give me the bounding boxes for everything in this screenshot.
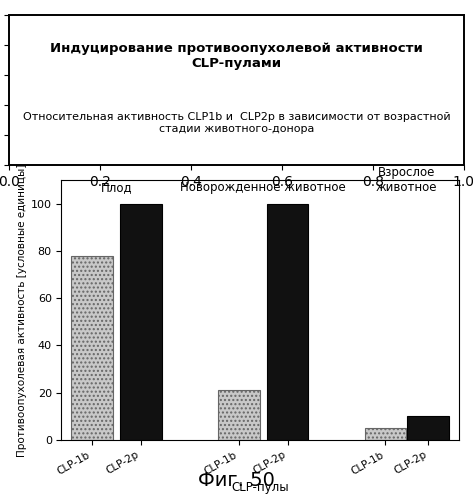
Bar bbox=[218, 390, 260, 440]
Text: Индуцирование противоопухолевой активности
CLP-пулами: Индуцирование противоопухолевой активнос… bbox=[50, 42, 423, 70]
Y-axis label: Противоопухолевая активность [условные единицы]: Противоопухолевая активность [условные е… bbox=[17, 164, 26, 457]
Text: Новорожденное животное: Новорожденное животное bbox=[180, 181, 346, 194]
Text: Относительная активность CLP1b и  CLP2p в зависимости от возрастной
стадии живот: Относительная активность CLP1b и CLP2p в… bbox=[23, 112, 450, 134]
Bar bbox=[71, 256, 113, 440]
X-axis label: CLP-пулы: CLP-пулы bbox=[231, 480, 289, 494]
Text: Взрослое
животное: Взрослое животное bbox=[376, 166, 438, 194]
Bar bbox=[267, 204, 308, 440]
Bar bbox=[120, 204, 162, 440]
Text: Плод: Плод bbox=[101, 181, 132, 194]
Bar bbox=[407, 416, 449, 440]
Bar bbox=[365, 428, 406, 440]
Text: Фиг. 50: Фиг. 50 bbox=[198, 471, 275, 490]
